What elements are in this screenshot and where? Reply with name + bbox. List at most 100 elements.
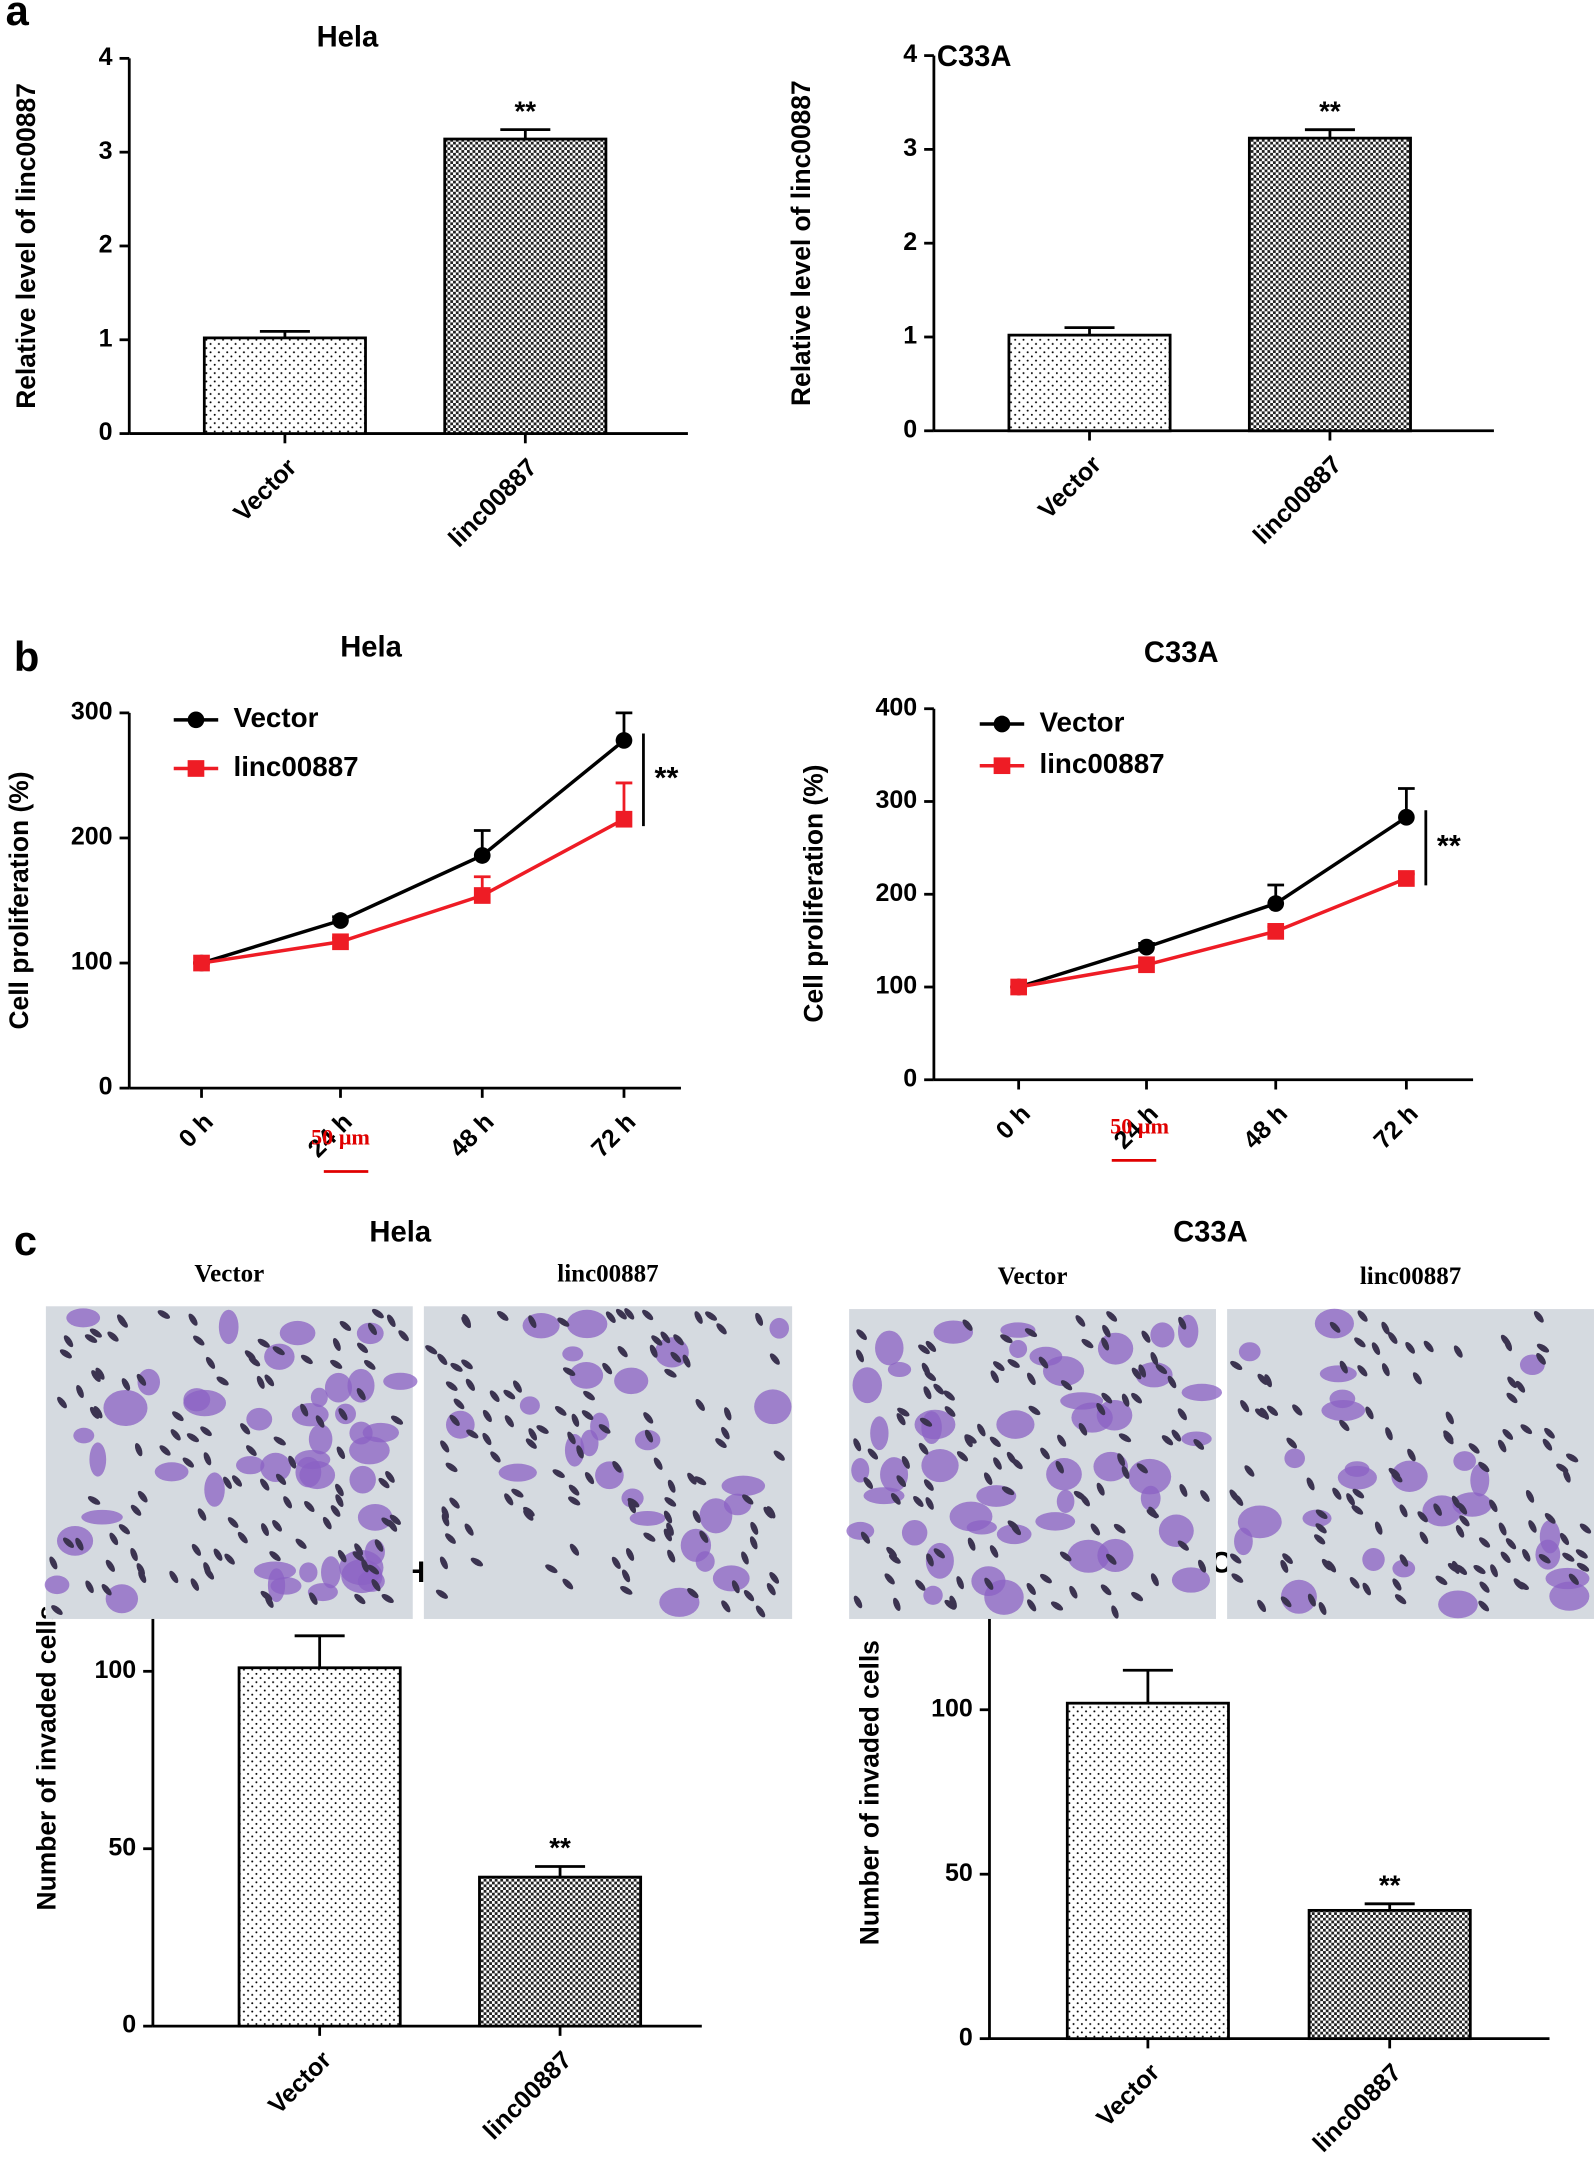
marker [1267, 895, 1285, 912]
pore [1538, 1554, 1551, 1564]
pore [649, 1344, 658, 1358]
y-tick-label: 0 [122, 2011, 136, 2039]
pore [1244, 1465, 1255, 1477]
pore [1576, 1562, 1590, 1572]
pore [105, 1559, 115, 1572]
pore [1231, 1573, 1244, 1583]
marker [1138, 938, 1155, 956]
pore [1111, 1605, 1119, 1619]
pore [933, 1383, 945, 1395]
pore [89, 1406, 100, 1419]
x-tick-label: linc00887 [1308, 2058, 1407, 2157]
pore [93, 1406, 103, 1419]
pore [136, 1373, 147, 1386]
pore [63, 1537, 75, 1548]
pore [568, 1496, 581, 1506]
line [1018, 876, 1408, 989]
pore [687, 1588, 699, 1599]
cell [204, 1472, 225, 1507]
cell [659, 1587, 700, 1617]
pore [890, 1493, 901, 1505]
cell [339, 1550, 384, 1586]
pore [1292, 1404, 1303, 1416]
cell [1319, 1365, 1357, 1383]
cell [852, 1367, 882, 1404]
pore [101, 1584, 112, 1596]
cell [279, 1320, 316, 1346]
cell [1321, 1400, 1366, 1421]
pore [283, 1496, 293, 1509]
pore [450, 1362, 463, 1372]
y-tick-label: 50 [945, 1859, 973, 1887]
cell [1181, 1383, 1223, 1402]
pore [513, 1380, 522, 1393]
pore [1306, 1477, 1315, 1491]
pore [860, 1531, 871, 1544]
cell [564, 1433, 585, 1467]
pore [993, 1361, 1005, 1371]
cell [996, 1524, 1032, 1545]
pore [1096, 1402, 1106, 1416]
panel-label: b [14, 633, 39, 680]
pore [1579, 1523, 1592, 1534]
x-tick-label: 48 h [1238, 1099, 1293, 1154]
y-tick-label: 100 [931, 1694, 973, 1722]
cell [1071, 1402, 1113, 1433]
pore [322, 1516, 332, 1530]
cell [925, 1542, 954, 1579]
pore [853, 1595, 863, 1609]
pore [1339, 1419, 1350, 1432]
pore [1332, 1487, 1342, 1500]
pore [896, 1475, 907, 1488]
pore [693, 1476, 707, 1486]
cell [299, 1562, 318, 1583]
pore [1407, 1448, 1416, 1462]
pore [330, 1359, 343, 1369]
x-tick-label: 72 h [586, 1108, 641, 1163]
y-tick-label: 100 [875, 972, 917, 1000]
pore [1533, 1311, 1544, 1323]
cell [1042, 1356, 1085, 1387]
micrograph-label: Vector [998, 1263, 1068, 1290]
pore [536, 1425, 549, 1434]
pore [741, 1551, 749, 1565]
pore [1286, 1437, 1298, 1449]
pore [264, 1374, 275, 1387]
cell [695, 1551, 715, 1572]
pore [449, 1414, 460, 1426]
pore [1507, 1376, 1518, 1389]
pore [367, 1322, 377, 1336]
cell [562, 1346, 584, 1362]
pore [888, 1554, 901, 1564]
pore [213, 1548, 223, 1561]
pore [1026, 1583, 1036, 1595]
scale-bar-label: 50 μm [311, 1125, 370, 1150]
pore [1038, 1356, 1049, 1369]
pore [137, 1490, 148, 1503]
cell [1237, 1505, 1282, 1539]
y-tick-label: 400 [875, 693, 917, 721]
pore [496, 1310, 509, 1321]
pore [663, 1510, 673, 1524]
pore [504, 1415, 514, 1428]
pore [1498, 1522, 1507, 1536]
pore [673, 1334, 684, 1346]
pore [1544, 1427, 1555, 1439]
pore [109, 1532, 119, 1546]
pore [223, 1476, 232, 1489]
pore [1096, 1482, 1105, 1496]
pore [615, 1308, 627, 1320]
y-axis-label: Relative level of linc00887 [786, 80, 816, 406]
cell [621, 1488, 644, 1508]
pore [664, 1497, 677, 1507]
pore [1515, 1380, 1526, 1393]
pore [260, 1478, 270, 1491]
cell [629, 1510, 666, 1526]
cell [264, 1343, 295, 1370]
pore [612, 1461, 622, 1473]
pore [664, 1368, 677, 1378]
pore [453, 1398, 465, 1410]
pore [1233, 1494, 1244, 1506]
pore [1536, 1343, 1550, 1353]
pore [1150, 1352, 1159, 1366]
